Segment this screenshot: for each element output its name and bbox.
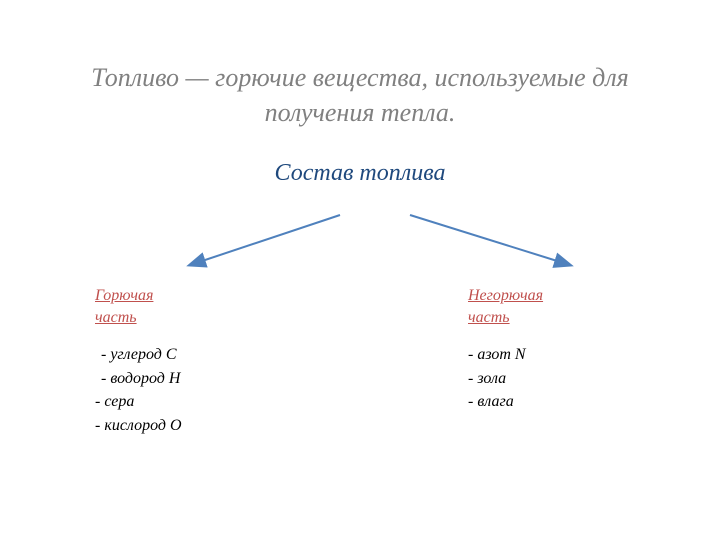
arrow-left-icon [180, 210, 360, 280]
list-item: - влага [468, 391, 648, 413]
list-item: - азот N [468, 344, 648, 366]
slide-container: Топливо — горючие вещества, используемые… [0, 0, 720, 540]
column-items-right: - азот N- зола- влага [468, 344, 648, 413]
slide-subtitle: Состав топлива [0, 160, 720, 187]
arrow-line [410, 215, 570, 265]
list-item: - углерод С [95, 344, 275, 366]
list-item: - кислород О [95, 415, 275, 437]
arrow-line [190, 215, 340, 265]
col-title-l2: часть [95, 309, 137, 326]
list-item: - водород Н [95, 368, 275, 390]
column-title-left: Горючая часть [95, 285, 275, 328]
column-noncombustible: Негорючая часть - азот N- зола- влага [468, 285, 648, 415]
arrow-right-icon [400, 210, 585, 280]
col-title-l1: Горючая [95, 287, 153, 304]
list-item: - сера [95, 391, 275, 413]
column-title-right: Негорючая часть [468, 285, 648, 328]
col-title-r1: Негорючая [468, 287, 543, 304]
list-item: - зола [468, 368, 648, 390]
col-title-r2: часть [468, 309, 510, 326]
slide-title: Топливо — горючие вещества, используемые… [50, 60, 670, 130]
column-combustible: Горючая часть - углерод С - водород Н- с… [95, 285, 275, 439]
column-items-left: - углерод С - водород Н- сера- кислород … [95, 344, 275, 436]
